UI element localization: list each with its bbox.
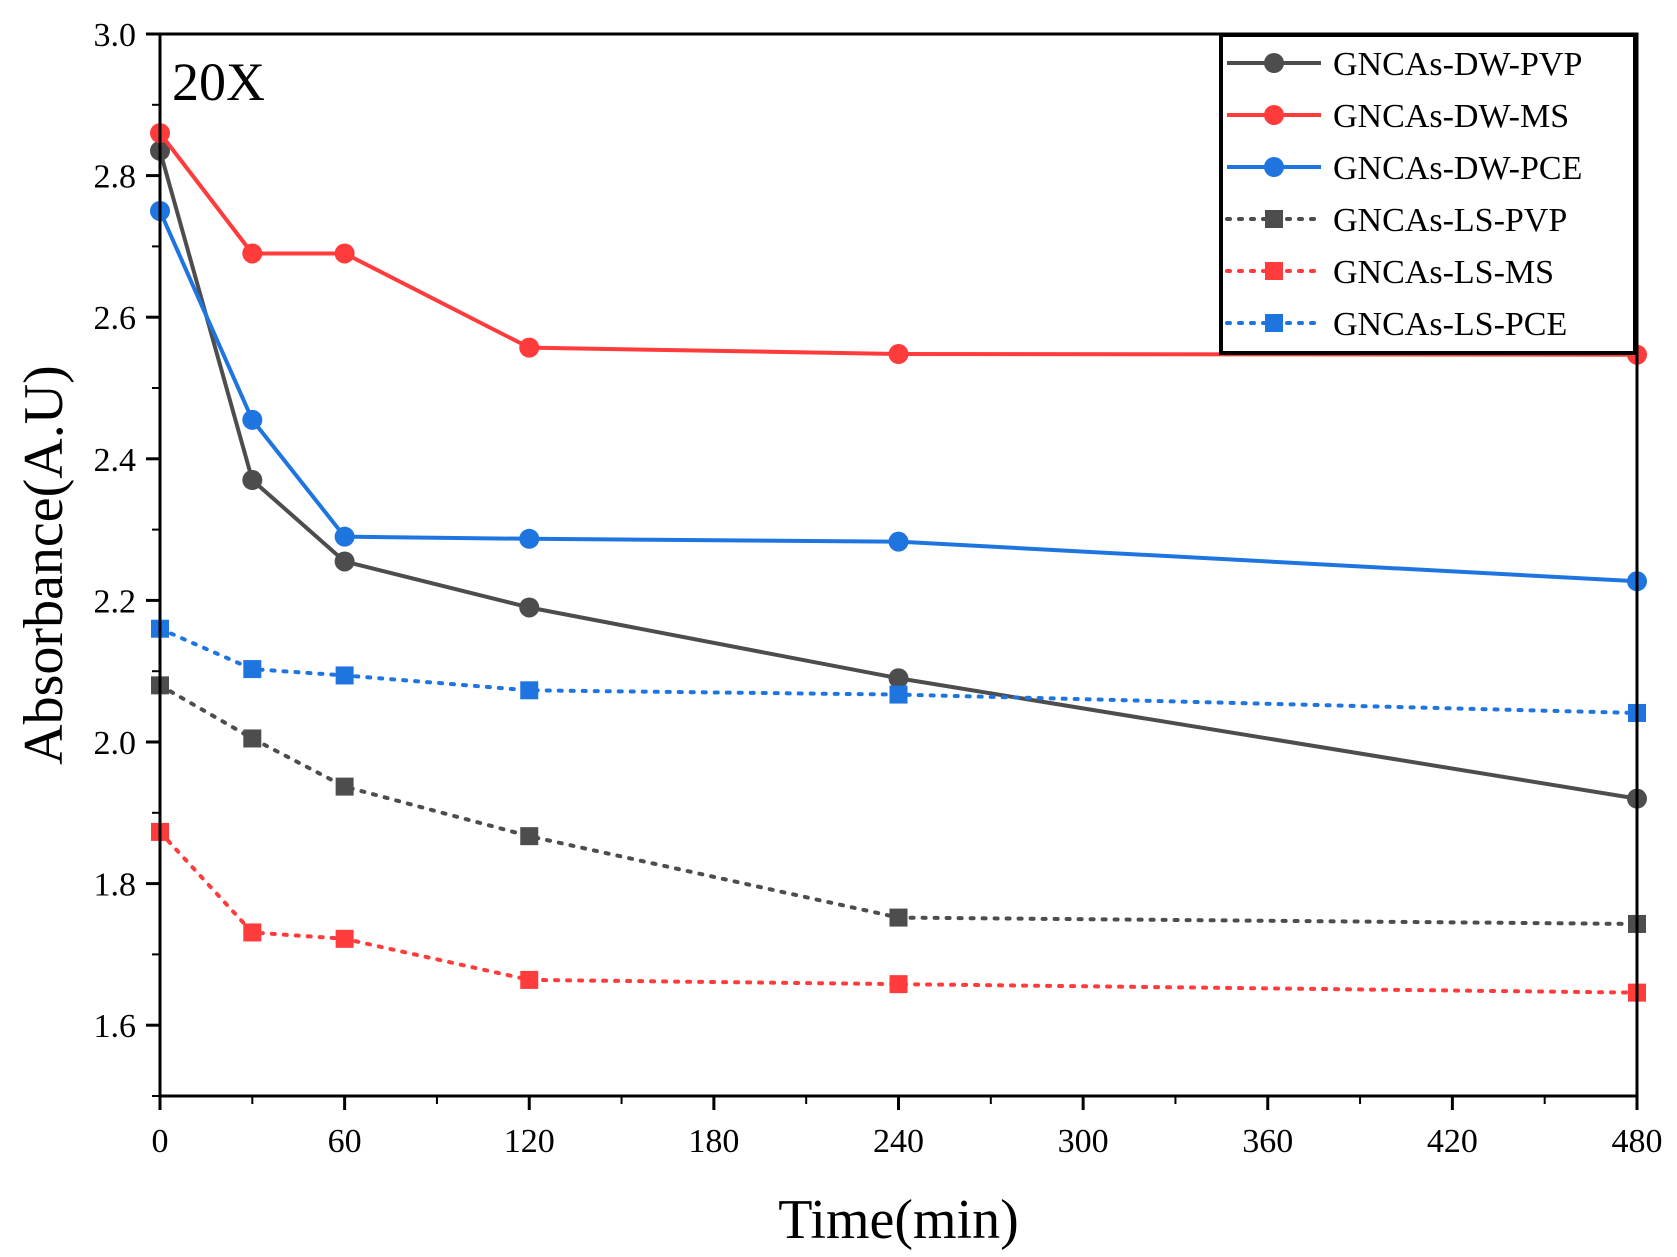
x-tick-label: 180 (688, 1123, 739, 1160)
data-point (334, 526, 355, 547)
x-tick-label: 120 (504, 1123, 555, 1160)
legend-label: GNCAs-DW-MS (1333, 98, 1569, 135)
data-point (335, 929, 354, 948)
y-axis: 1.6 1.8 2.0 2.2 2.4 2.6 2.8 3.0 (94, 17, 160, 1097)
x-tick-label: 0 (152, 1123, 169, 1160)
legend-label: GNCAs-LS-MS (1333, 254, 1554, 291)
legend-item: GNCAs-LS-PVP (1225, 202, 1567, 239)
data-point (334, 551, 355, 572)
data-point (888, 531, 909, 552)
legend-item: GNCAs-LS-MS (1225, 254, 1554, 291)
data-point (888, 668, 909, 689)
y-tick-label: 1.8 (94, 867, 137, 904)
x-tick-label: 60 (328, 1123, 362, 1160)
data-point (334, 243, 355, 264)
legend-marker (1264, 105, 1284, 125)
x-tick-label: 360 (1242, 1123, 1293, 1160)
legend-marker (1265, 314, 1283, 332)
legend-item: GNCAs-DW-MS (1227, 98, 1569, 135)
data-point (519, 597, 540, 618)
data-point (889, 908, 908, 927)
legend-marker (1264, 53, 1284, 73)
data-point (889, 685, 908, 704)
data-point (242, 243, 263, 264)
y-tick-label: 3.0 (94, 17, 137, 54)
x-tick-label: 480 (1612, 1123, 1663, 1160)
legend-item: GNCAs-DW-PCE (1227, 150, 1582, 187)
x-tick-label: 300 (1058, 1123, 1109, 1160)
data-point (520, 970, 539, 989)
data-point (520, 827, 539, 846)
legend-marker (1265, 210, 1283, 228)
series-GNCAs-DW-MS (150, 123, 1647, 365)
y-tick-label: 2.8 (94, 159, 137, 196)
series-line (158, 626, 1639, 715)
series-line (158, 131, 1638, 357)
legend-label: GNCAs-LS-PVP (1333, 202, 1567, 239)
data-point (243, 660, 262, 679)
x-tick-label: 420 (1427, 1123, 1478, 1160)
series-GNCAs-DW-PVP (150, 140, 1647, 809)
legend-label: GNCAs-DW-PVP (1333, 46, 1582, 83)
y-tick-label: 2.4 (94, 442, 137, 479)
panel-label: 20X (172, 52, 265, 112)
data-point (520, 681, 539, 700)
data-point (519, 337, 540, 358)
y-tick-label: 2.0 (94, 725, 137, 762)
legend: GNCAs-DW-PVP GNCAs-DW-MS GNCAs-DW-PCE GNCAs… (1219, 33, 1637, 355)
series-GNCAs-LS-PVP (151, 676, 1646, 933)
data-point (335, 777, 354, 796)
legend-item: GNCAs-DW-PVP (1227, 46, 1582, 83)
data-point (243, 923, 262, 942)
data-point (888, 344, 909, 365)
data-point (243, 729, 262, 748)
data-point (242, 409, 263, 430)
data-point (889, 975, 908, 994)
y-tick-label: 1.6 (94, 1008, 137, 1045)
y-tick-label: 2.2 (94, 583, 137, 620)
legend-marker (1264, 157, 1284, 177)
legend-box (1219, 33, 1637, 355)
data-point (519, 528, 540, 549)
legend-item: GNCAs-LS-PCE (1225, 306, 1567, 343)
series-line (158, 150, 1638, 801)
y-tick-label: 2.6 (94, 300, 137, 337)
series-line (158, 829, 1639, 995)
legend-label: GNCAs-DW-PCE (1333, 150, 1582, 187)
data-point (242, 470, 263, 491)
y-axis-title: Absorbance(A.U) (13, 365, 75, 765)
x-axis: 0 60 120 180 240 300 360 420 480 (152, 1096, 1663, 1160)
x-tick-label: 240 (873, 1123, 924, 1160)
data-point (335, 666, 354, 685)
x-axis-title: Time(min) (778, 1189, 1019, 1251)
series-layer (150, 123, 1647, 1002)
legend-marker (1265, 262, 1283, 280)
series-GNCAs-LS-MS (151, 822, 1646, 1002)
series-line (158, 683, 1639, 926)
series-line (158, 210, 1638, 584)
legend-label: GNCAs-LS-PCE (1333, 306, 1567, 343)
